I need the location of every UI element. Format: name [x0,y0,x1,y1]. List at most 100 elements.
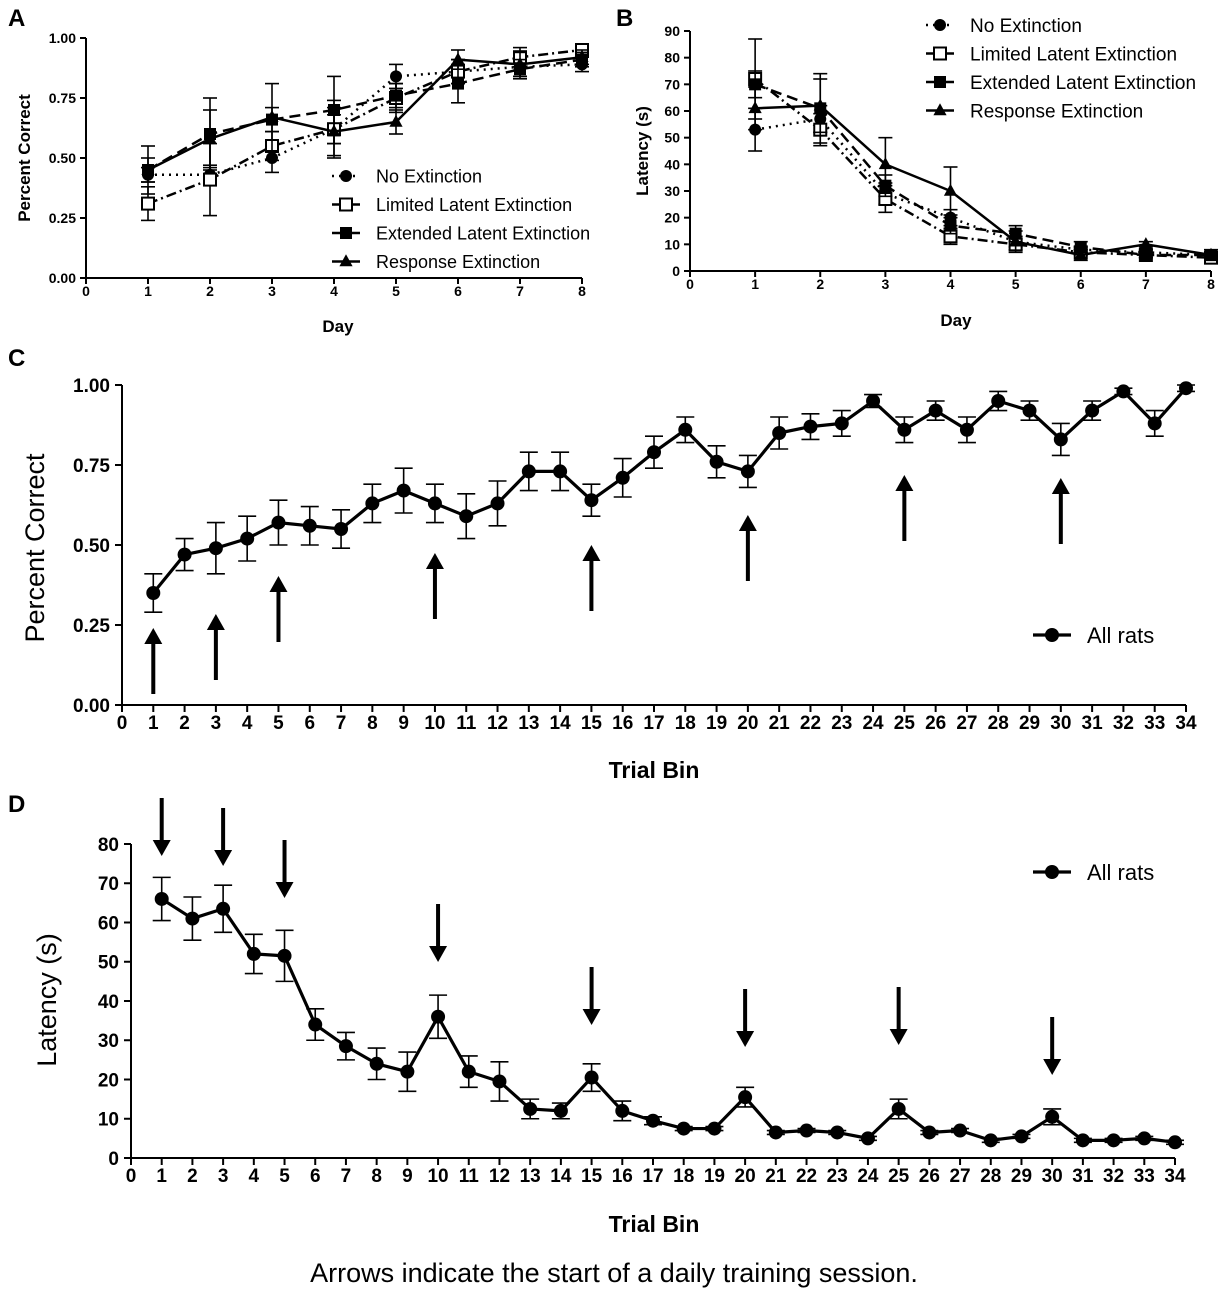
x-tick-label: 6 [1077,276,1085,292]
series-line [147,58,583,172]
data-point [768,1125,783,1140]
x-tick-label: 33 [1134,1166,1155,1187]
x-tick-label: 11 [456,713,477,734]
x-tick-label: 6 [310,1166,321,1187]
series-line [754,117,1212,257]
data-point [584,1070,599,1085]
y-tick-label: 0.75 [49,90,76,106]
x-tick-label: 0 [117,713,128,734]
x-tick-label: 0 [686,276,694,292]
data-point [246,946,261,961]
series-line [147,55,583,172]
panel-label: A [8,5,25,32]
series-line [160,897,1176,1144]
data-point [803,419,818,434]
caption: Arrows indicate the start of a daily tra… [310,1258,918,1288]
x-tick-label: 20 [735,1166,756,1187]
y-tick-label: 0 [108,1149,119,1170]
x-axis-title: Trial Bin [609,1211,700,1237]
data-point [185,911,200,926]
y-tick-label: 30 [98,1031,119,1052]
data-point [308,1017,323,1032]
x-tick-label: 18 [673,1166,694,1187]
x-tick-label: 5 [392,283,400,299]
data-point [943,183,958,196]
data-point [271,515,286,530]
data-point [928,403,943,418]
data-point [1075,1133,1090,1148]
data-point [492,1074,507,1089]
data-point [944,219,957,232]
data-point [1106,1133,1121,1148]
x-tick-label: 5 [1012,276,1020,292]
series-line [152,387,1188,595]
legend-label: Response Extinction [376,252,540,272]
data-point [748,101,762,114]
data-point [216,901,231,916]
y-axis-title: Latency (s) [32,933,62,1067]
legend-marker [340,227,352,239]
data-point [369,1056,384,1071]
x-tick-label: 23 [831,713,852,734]
session-arrow-head [1043,1059,1062,1075]
data-point [738,1090,753,1105]
legend-marker [339,254,353,267]
data-point [678,422,693,437]
legend-label: All rats [1087,860,1154,885]
session-arrow-head [1051,478,1070,494]
data-point [1116,384,1131,399]
data-point [1053,432,1068,447]
x-tick-label: 34 [1164,1166,1186,1187]
y-tick-label: 60 [664,103,680,119]
data-point [709,454,724,469]
x-tick-label: 21 [765,1166,787,1187]
session-arrow-head [738,515,757,531]
data-point [459,509,474,524]
y-tick-label: 90 [664,23,680,39]
y-tick-label: 0.75 [73,456,110,477]
y-tick-label: 10 [98,1110,119,1131]
x-tick-label: 8 [1207,276,1215,292]
y-tick-label: 0.00 [73,696,110,717]
data-point [1147,416,1162,431]
x-tick-label: 1 [156,1166,167,1187]
data-point [799,1123,814,1138]
y-tick-label: 20 [664,210,680,226]
data-point [584,493,599,508]
x-tick-label: 3 [268,283,276,299]
x-tick-label: 7 [1142,276,1150,292]
x-tick-label: 23 [827,1166,848,1187]
x-tick-label: 4 [242,713,253,734]
x-tick-label: 16 [612,713,633,734]
x-tick-label: 11 [459,1166,480,1187]
x-tick-label: 1 [751,276,759,292]
x-tick-label: 29 [1019,713,1040,734]
y-axis-title: Percent Correct [15,94,34,222]
series-line [755,104,1212,257]
session-arrow-head [144,628,163,644]
x-tick-label: 24 [857,1166,879,1187]
legend-marker [339,197,353,212]
y-tick-label: 40 [664,156,680,172]
x-tick-label: 19 [704,1166,725,1187]
x-tick-label: 20 [737,713,758,734]
x-tick-label: 13 [518,713,539,734]
x-tick-label: 2 [179,713,190,734]
series-all-rats [152,876,1184,1150]
session-arrow-head [275,882,294,898]
data-point [740,464,755,479]
data-point [390,70,402,83]
y-tick-label: 0.25 [73,616,110,637]
x-tick-label: 31 [1082,713,1104,734]
x-tick-label: 22 [800,713,821,734]
data-point [141,162,155,175]
y-tick-label: 0.00 [49,270,76,286]
x-tick-label: 7 [341,1166,352,1187]
x-tick-label: 17 [642,1166,663,1187]
x-tick-label: 32 [1103,1166,1124,1187]
data-point [830,1125,845,1140]
series-all-rats [144,381,1195,614]
data-point [277,948,292,963]
legend-marker [933,46,947,61]
series-extended-latent-extinction [748,70,1218,261]
